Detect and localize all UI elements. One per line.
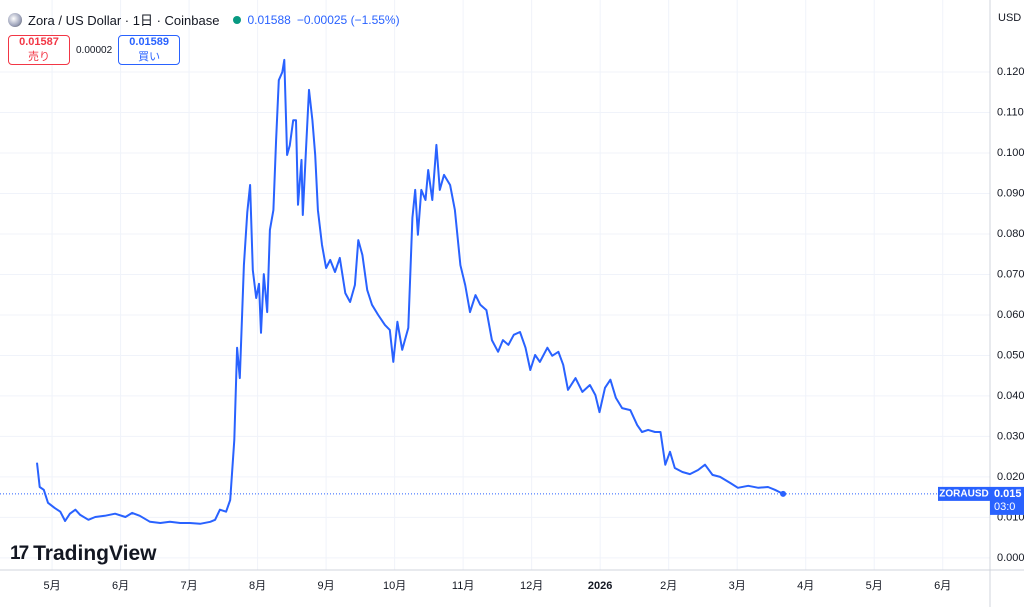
x-tick-label: 5月 <box>866 580 883 592</box>
x-tick-label: 8月 <box>249 580 266 592</box>
y-tick-label: 0.040 <box>997 390 1024 402</box>
y-tick-label: 0.060 <box>997 309 1024 321</box>
sell-price: 0.01587 <box>19 36 59 48</box>
y-tick-label: 0.110 <box>997 106 1024 118</box>
x-tick-label: 6月 <box>934 580 951 592</box>
sell-label: 売り <box>28 51 50 63</box>
x-tick-label: 12月 <box>520 580 543 592</box>
x-tick-label: 4月 <box>797 580 814 592</box>
spread: 0.00002 <box>76 44 113 56</box>
logo[interactable]: 17 TradingView <box>10 542 156 566</box>
last-point <box>780 490 787 497</box>
sell-button[interactable]: 0.01587 売り <box>8 35 70 65</box>
price-tag <box>990 486 1024 515</box>
price-change: −0.00025 (−1.55%) <box>296 12 400 27</box>
y-tick-label: 0.030 <box>997 430 1024 442</box>
y-tick-label: 0.100 <box>997 147 1024 159</box>
symbol-header: Zora / US Dollar · 1日 · Coinbase 0.01588… <box>8 10 400 29</box>
price-line <box>36 58 784 525</box>
y-tick-label: 0.070 <box>997 268 1024 280</box>
currency[interactable]: USD <box>998 12 1022 24</box>
logo-text: TradingView <box>33 542 157 565</box>
buy-label: 買い <box>138 51 161 63</box>
x-tick-label: 7月 <box>181 580 198 592</box>
market-status <box>233 15 242 24</box>
trade-panel: 0.01587 売り 0.00002 0.01589 買い <box>8 35 181 65</box>
x-tick-label: 5月 <box>44 580 61 592</box>
price-tag-price: 0.015 <box>994 488 1022 500</box>
symbol-title[interactable]: Zora / US Dollar · 1日 · Coinbase <box>28 13 220 28</box>
x-tick-label: 9月 <box>318 580 335 592</box>
last-price: 0.01588 <box>247 12 291 27</box>
x-tick-label: 2月 <box>660 580 677 592</box>
x-tick-label: 6月 <box>112 580 129 592</box>
buy-price: 0.01589 <box>129 36 170 48</box>
price-tag-countdown: 03:0 <box>994 501 1015 513</box>
buy-button[interactable]: 0.01589 買い <box>118 35 181 65</box>
x-tick-label: 2026 <box>588 580 612 592</box>
y-tick-label: 0.020 <box>997 471 1024 483</box>
logo-mark: 17 <box>10 543 29 564</box>
y-tick-label: 0.090 <box>997 187 1024 199</box>
y-tick-label: 0.080 <box>997 228 1024 240</box>
x-tick-label: 3月 <box>729 580 746 592</box>
symbol-icon <box>8 12 22 27</box>
x-tick-label: 11月 <box>452 580 474 592</box>
symbol-tag-text: ZORAUSD <box>939 489 988 500</box>
symbol-tag <box>938 486 990 501</box>
y-tick-label: 0.000 <box>997 552 1024 564</box>
y-tick-label: 0.050 <box>997 349 1024 361</box>
x-tick-label: 10月 <box>383 580 406 592</box>
y-tick-label: 0.120 <box>997 66 1024 78</box>
